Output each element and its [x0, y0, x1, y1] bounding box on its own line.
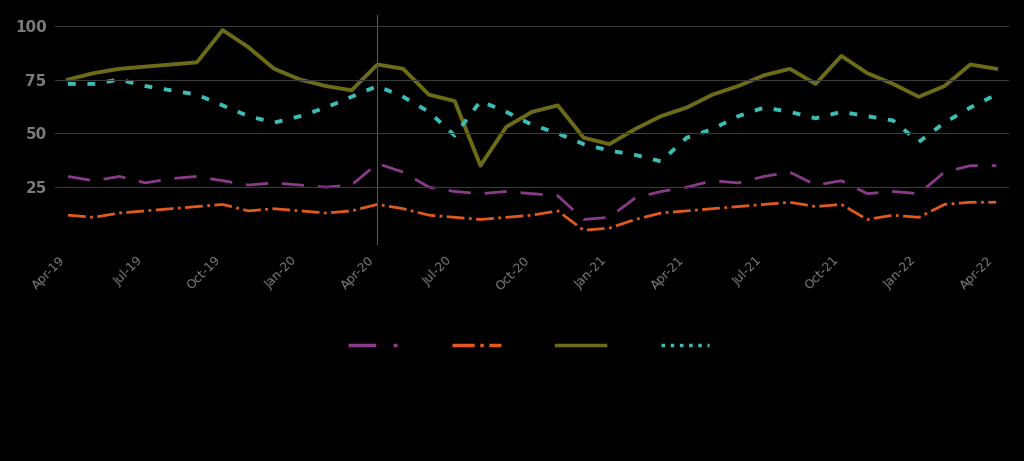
Legend: , , , : , , , — [342, 333, 722, 358]
